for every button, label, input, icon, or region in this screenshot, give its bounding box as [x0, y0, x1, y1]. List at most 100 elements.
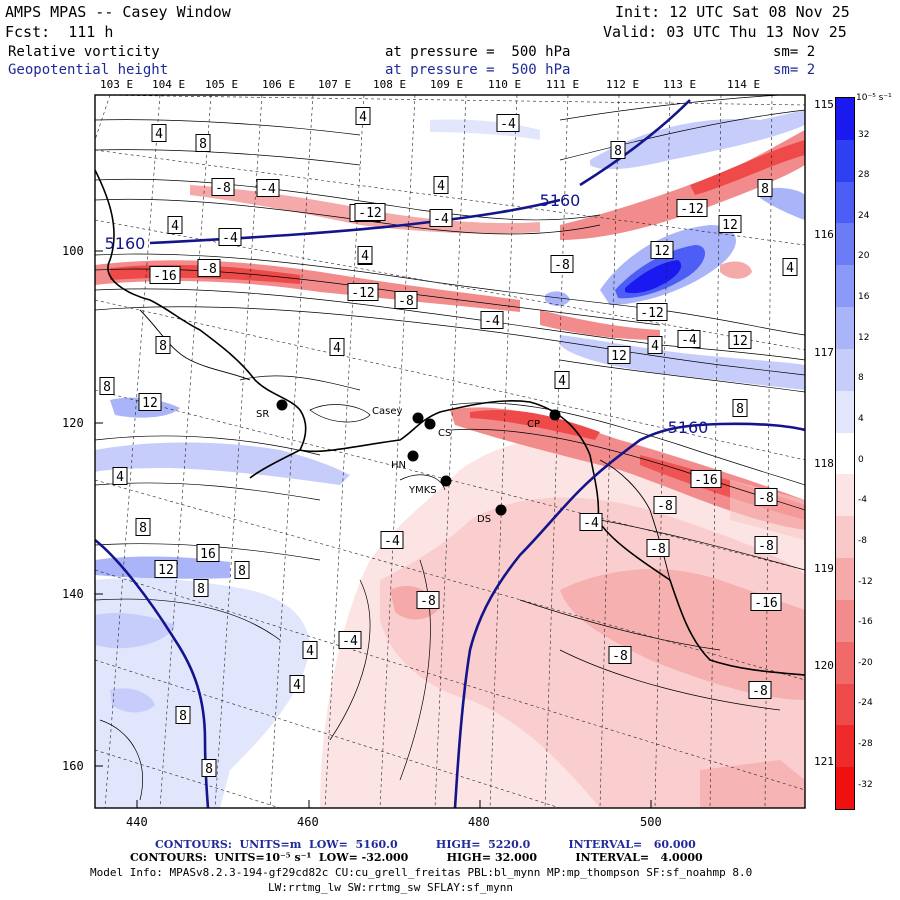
vorticity-contour-label: 12: [138, 393, 162, 411]
svg-text:12: 12: [611, 349, 627, 364]
svg-text:4: 4: [171, 219, 179, 234]
vorticity-contour-info: CONTOURS: UNITS=10⁻⁵ s⁻¹ LOW= -32.000 HI…: [130, 851, 703, 864]
svg-text:8: 8: [761, 182, 769, 197]
colorbar-swatch: [836, 725, 854, 768]
field2-name: Geopotential height: [8, 62, 169, 78]
svg-text:SR: SR: [256, 409, 269, 420]
svg-text:CP: CP: [527, 419, 540, 430]
vorticity-contour-label: 4: [329, 338, 345, 356]
colorbar-tick-label: 0: [858, 454, 864, 465]
coastline: [95, 169, 805, 676]
vorticity-contour-label: -16: [149, 266, 181, 284]
model-info: Model Info: MPASv8.2.3-194-gf29cd82c CU:…: [90, 866, 753, 879]
svg-text:-8: -8: [650, 542, 666, 557]
vorticity-contour-label: 16: [196, 544, 220, 562]
colorbar-tick-label: 4: [858, 413, 864, 424]
graticule: [95, 95, 805, 808]
vorticity-contour-label: -16: [690, 470, 722, 488]
lon-label: 105 E: [205, 78, 239, 91]
lon-label: 113 E: [663, 78, 697, 91]
svg-text:DS: DS: [477, 514, 491, 525]
vorticity-contour-label: -8: [748, 681, 772, 699]
vorticity-contour-label: -16: [750, 593, 782, 611]
svg-text:YMKS: YMKS: [408, 485, 437, 496]
x-label-460: 460: [297, 815, 319, 829]
colorbar-tick-label: 24: [858, 210, 870, 221]
svg-text:8: 8: [205, 762, 213, 777]
svg-text:-4: -4: [342, 634, 358, 649]
svg-text:8: 8: [103, 380, 111, 395]
vorticity-contour-label: -4: [429, 209, 453, 227]
colorbar-swatch: [836, 683, 854, 726]
colorbar-tick-label: -4: [858, 495, 867, 506]
colorbar-tick-label: -24: [858, 698, 873, 709]
svg-text:-4: -4: [260, 182, 276, 197]
colorbar-swatch: [836, 181, 854, 224]
lon-label: 104 E: [152, 78, 186, 91]
vorticity-contour-label: 8: [201, 759, 217, 777]
svg-text:8: 8: [238, 564, 246, 579]
height-contour-info: CONTOURS: UNITS=m LOW= 5160.0 HIGH= 5220…: [155, 838, 696, 851]
svg-text:4: 4: [361, 249, 369, 264]
vorticity-contour-label: -4: [380, 531, 404, 549]
height-contour-label: 5160: [540, 191, 581, 210]
y-label-140: 140: [62, 587, 84, 601]
svg-text:-4: -4: [484, 314, 500, 329]
vorticity-contour-label: 8: [234, 561, 250, 579]
svg-text:4: 4: [437, 179, 445, 194]
vorticity-contour-label: 4: [554, 371, 570, 389]
vorticity-contour-label: -8: [754, 488, 778, 506]
vorticity-contour-label: 4: [355, 107, 371, 125]
height-contour-label: 5160: [105, 234, 146, 253]
colorbar-swatch: [836, 98, 854, 141]
station-ymks: YMKS: [408, 475, 452, 496]
vorticity-contour-label: -4: [480, 311, 504, 329]
vorticity-contour-label: 8: [135, 518, 151, 536]
x-label-480: 480: [468, 815, 490, 829]
vorticity-contour-label: 12: [728, 331, 752, 349]
vorticity-contour-label: -8: [416, 591, 440, 609]
svg-text:4: 4: [293, 678, 301, 693]
svg-text:-4: -4: [681, 333, 697, 348]
svg-text:4: 4: [359, 110, 367, 125]
svg-text:-4: -4: [433, 212, 449, 227]
colorbar-swatch: [836, 599, 854, 643]
vorticity-contour-label: -8: [550, 255, 574, 273]
lon-label: 103 E: [100, 78, 134, 91]
svg-text:4: 4: [333, 341, 341, 356]
svg-text:Casey: Casey: [372, 406, 402, 417]
vorticity-contour-label: 8: [610, 141, 626, 159]
svg-text:4: 4: [558, 374, 566, 389]
vorticity-contour-label: 4: [302, 641, 318, 659]
colorbar-swatch: [836, 558, 854, 601]
y-label-120: 120: [62, 416, 84, 430]
vorticity-contour-label: 4: [782, 258, 798, 276]
colorbar-tick-label: 12: [858, 332, 870, 343]
svg-text:-8: -8: [215, 181, 231, 196]
vorticity-contour-label: 12: [607, 346, 631, 364]
svg-text:-8: -8: [657, 499, 673, 514]
vorticity-contour-label: -12: [636, 303, 668, 321]
svg-text:-8: -8: [752, 684, 768, 699]
svg-text:4: 4: [306, 644, 314, 659]
colorbar-tick-label: -28: [858, 739, 873, 750]
svg-text:4: 4: [651, 339, 659, 354]
vorticity-contour-label: -8: [754, 536, 778, 554]
svg-text:8: 8: [199, 137, 207, 152]
svg-text:-8: -8: [554, 258, 570, 273]
station-sr: SR: [256, 399, 288, 420]
station-cp: CP: [527, 409, 561, 430]
lon-label: 109 E: [430, 78, 464, 91]
svg-text:12: 12: [158, 563, 174, 578]
init-time: Init: 12 UTC Sat 08 Nov 25: [615, 3, 850, 21]
colorbar-tick-label: -20: [858, 657, 873, 668]
vorticity-contour-label: -8: [646, 539, 670, 557]
x-label-440: 440: [126, 815, 148, 829]
svg-text:16: 16: [200, 547, 216, 562]
vorticity-contour-label: -4: [256, 179, 280, 197]
vorticity-contour-label: 8: [99, 377, 115, 395]
vorticity-contour-label: -4: [579, 513, 603, 531]
colorbar-unit: 10⁻⁵ s⁻¹: [856, 93, 892, 103]
y-label-160: 160: [62, 759, 84, 773]
svg-text:-16: -16: [754, 596, 777, 611]
